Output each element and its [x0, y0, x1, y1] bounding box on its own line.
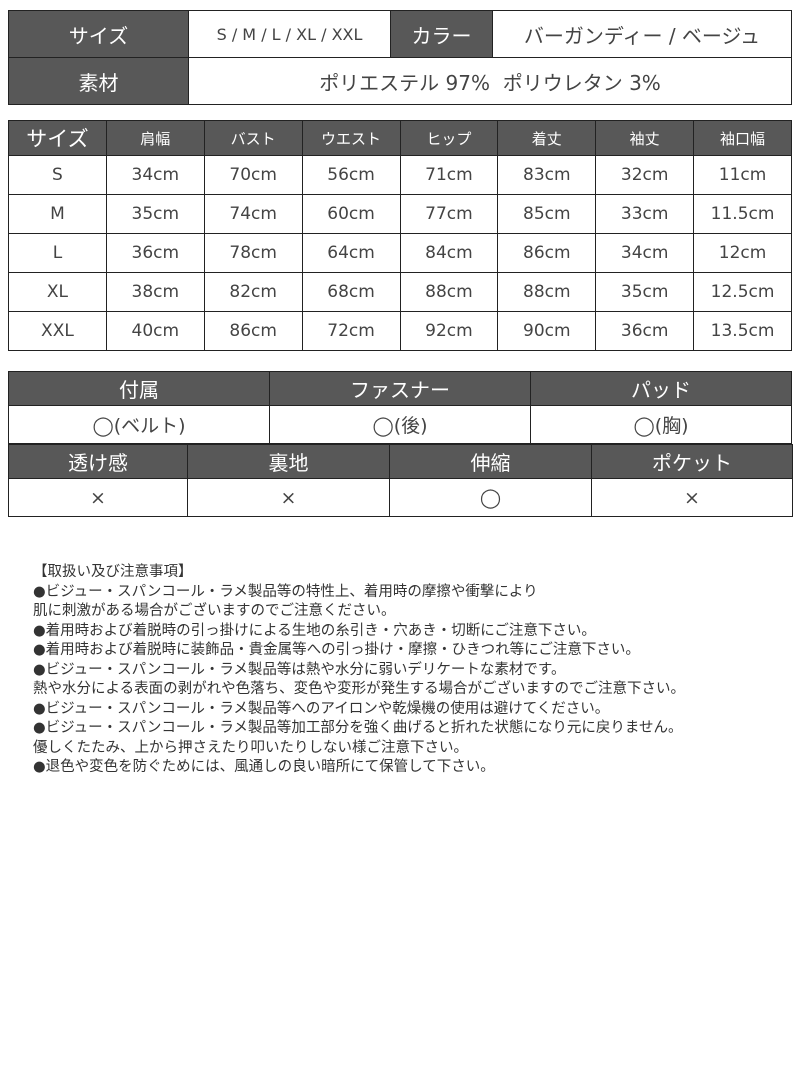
table-cell: 83cm: [497, 155, 597, 195]
table-cell: 13.5cm: [693, 311, 792, 351]
note-line: ●ビジュー・スパンコール・ラメ製品等の特性上、着用時の摩擦や衝撃により: [33, 583, 538, 600]
material-value: ポリエステル 97% ポリウレタン 3%: [188, 57, 792, 105]
table-cell: 38cm: [105, 272, 205, 312]
feature-value-row: × × ◯ ×: [8, 478, 793, 517]
table-cell: 77cm: [399, 194, 499, 234]
table-cell: 40cm: [105, 311, 205, 351]
table-cell: 32cm: [595, 155, 695, 195]
feature-value: ◯: [389, 478, 592, 517]
spec-table: サイズ S / M / L / XL / XXL カラー バーガンディー / ベ…: [8, 10, 792, 105]
table-cell: S: [8, 155, 107, 195]
table-cell: 12cm: [693, 233, 792, 273]
table-cell: 12.5cm: [693, 272, 792, 312]
table-cell: 36cm: [595, 311, 695, 351]
feature-label: ファスナー: [269, 371, 531, 406]
column-header: 着丈: [497, 120, 597, 156]
note-line: ●着用時および着脱時の引っ掛けによる生地の糸引き・穴あき・切断にご注意下さい。: [33, 622, 596, 639]
care-notes: 【取扱い及び注意事項】 ●ビジュー・スパンコール・ラメ製品等の特性上、着用時の摩擦…: [33, 563, 685, 778]
feature-label: パッド: [530, 371, 792, 406]
column-header: バスト: [203, 120, 303, 156]
table-cell: L: [8, 233, 107, 273]
note-line: 【取扱い及び注意事項】: [33, 564, 193, 580]
table-cell: 11.5cm: [693, 194, 792, 234]
table-cell: 86cm: [497, 233, 597, 273]
table-cell: 84cm: [399, 233, 499, 273]
feature-label: ポケット: [591, 444, 793, 479]
note-line: ●退色や変色を防ぐためには、風通しの良い暗所にて保管して下さい。: [33, 759, 495, 775]
color-label: カラー: [390, 10, 493, 58]
table-cell: 72cm: [301, 311, 401, 351]
feature-header-row: 付属 ファスナー パッド: [8, 371, 792, 406]
column-header: 袖丈: [595, 120, 695, 156]
column-header: ウエスト: [301, 120, 401, 156]
column-header: ヒップ: [399, 120, 499, 156]
table-cell: 34cm: [105, 155, 205, 195]
table-row: S 34cm 70cm 56cm 71cm 83cm 32cm 11cm: [8, 155, 792, 195]
table-cell: 90cm: [497, 311, 597, 351]
material-label: 素材: [8, 57, 189, 105]
note-line: 肌に刺激がある場合がございますのでご注意ください。: [33, 603, 396, 619]
feature-value: ◯(ベルト): [8, 405, 270, 444]
table-cell: 85cm: [497, 194, 597, 234]
table-cell: 36cm: [105, 233, 205, 273]
size-table: サイズ 肩幅 バスト ウエスト ヒップ 着丈 袖丈 袖口幅 S 34cm 70cm 56cm 71cm 8…: [8, 120, 792, 351]
table-cell: 70cm: [203, 155, 303, 195]
table-cell: 56cm: [301, 155, 401, 195]
table-cell: 88cm: [497, 272, 597, 312]
feature-value-row: ◯(ベルト) ◯(後) ◯(胸): [8, 405, 792, 444]
table-cell: 78cm: [203, 233, 303, 273]
table-cell: 33cm: [595, 194, 695, 234]
feature-label: 付属: [8, 371, 270, 406]
table-cell: 68cm: [301, 272, 401, 312]
feature-header-row: 透け感 裏地 伸縮 ポケット: [8, 444, 793, 479]
table-row: M 35cm 74cm 60cm 77cm 85cm 33cm 11.5cm: [8, 194, 792, 234]
table-cell: 86cm: [203, 311, 303, 351]
feature-value: ◯(胸): [530, 405, 792, 444]
table-cell: 11cm: [693, 155, 792, 195]
features-table-2: 透け感 裏地 伸縮 ポケット × × ◯ ×: [8, 444, 793, 517]
column-header: 袖口幅: [693, 120, 792, 156]
table-cell: 88cm: [399, 272, 499, 312]
table-row: L 36cm 78cm 64cm 84cm 86cm 34cm 12cm: [8, 233, 792, 273]
table-cell: 35cm: [105, 194, 205, 234]
feature-value: ×: [591, 478, 793, 517]
table-cell: M: [8, 194, 107, 234]
size-value: S / M / L / XL / XXL: [188, 10, 391, 58]
feature-label: 伸縮: [389, 444, 592, 479]
table-cell: XL: [8, 272, 107, 312]
size-label: サイズ: [8, 10, 189, 58]
feature-value: ×: [8, 478, 188, 517]
note-line: 優しくたたみ、上から押さえたり叩いたりしない様ご注意下さい。: [33, 739, 468, 756]
table-row: XXL 40cm 86cm 72cm 92cm 90cm 36cm 13.5cm: [8, 311, 792, 351]
note-line: ●着用時および着脱時に装飾品・貴金属等への引っ掛け・摩擦・ひきつれ等にご注意下さ…: [33, 642, 640, 658]
note-line: 熱や水分による表面の剥がれや色落ち、変色や変形が発生する場合がございますのでご注…: [33, 681, 686, 697]
note-line: ●ビジュー・スパンコール・ラメ製品等は熱や水分に弱いデリケートな素材です。: [33, 661, 566, 678]
column-header: サイズ: [8, 120, 107, 156]
table-row: XL 38cm 82cm 68cm 88cm 88cm 35cm 12.5cm: [8, 272, 792, 312]
table-cell: XXL: [8, 311, 107, 351]
table-cell: 92cm: [399, 311, 499, 351]
header-row: サイズ 肩幅 バスト ウエスト ヒップ 着丈 袖丈 袖口幅: [8, 120, 792, 156]
column-header: 肩幅: [105, 120, 205, 156]
features-table-1: 付属 ファスナー パッド ◯(ベルト) ◯(後) ◯(胸): [8, 371, 792, 444]
table-cell: 60cm: [301, 194, 401, 234]
note-line: ●ビジュー・スパンコール・ラメ製品等加工部分を強く曲げると折れた状態になり元に戻…: [33, 720, 683, 736]
table-cell: 35cm: [595, 272, 695, 312]
color-value: バーガンディー / ベージュ: [492, 10, 792, 58]
table-cell: 34cm: [595, 233, 695, 273]
table-cell: 71cm: [399, 155, 499, 195]
feature-value: ×: [187, 478, 390, 517]
table-cell: 64cm: [301, 233, 401, 273]
table-cell: 82cm: [203, 272, 303, 312]
table-cell: 74cm: [203, 194, 303, 234]
feature-label: 裏地: [187, 444, 390, 479]
feature-label: 透け感: [8, 444, 188, 479]
note-line: ●ビジュー・スパンコール・ラメ製品等へのアイロンや乾燥機の使用は避けてください。: [33, 700, 610, 717]
feature-value: ◯(後): [269, 405, 531, 444]
